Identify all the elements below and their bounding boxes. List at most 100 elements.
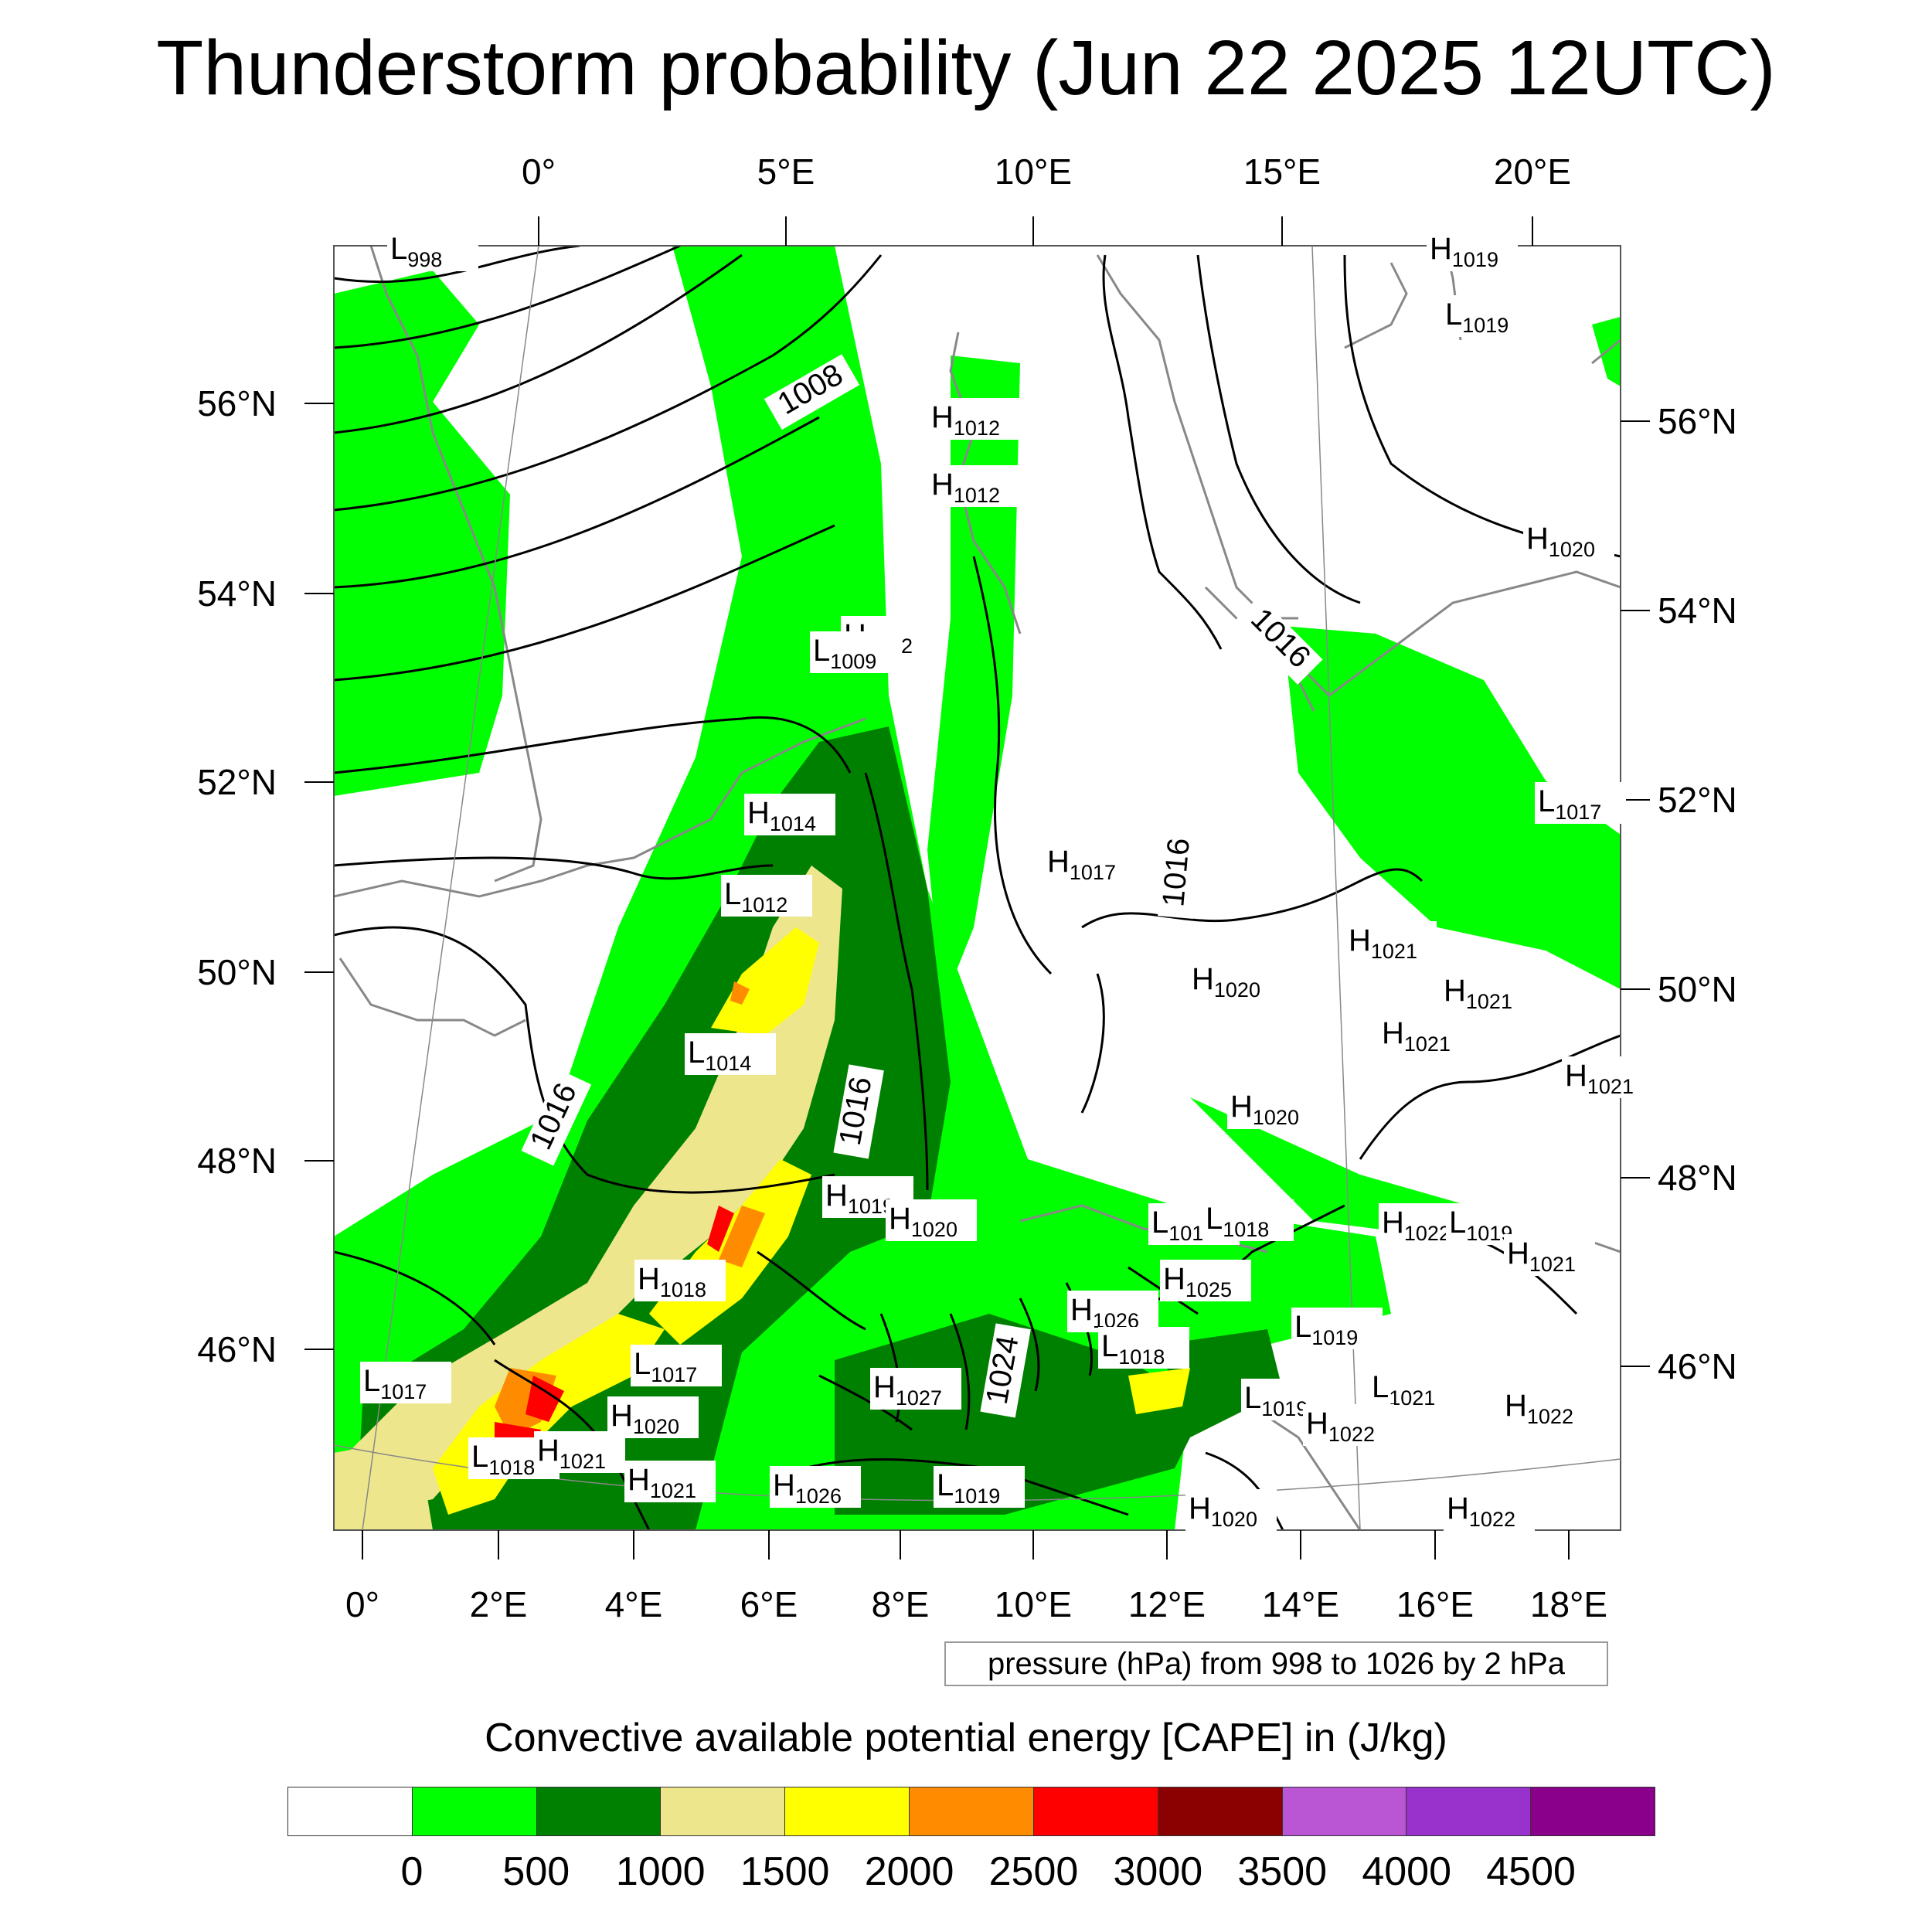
left-lat-labels: 56°N 54°N 52°N 50°N 48°N 46°N xyxy=(197,383,277,1369)
top-lon-labels: 0° 5°E 10°E 15°E 20°E xyxy=(522,151,1571,192)
colorbar-swatch xyxy=(411,1787,536,1835)
left-lat-label: 50°N xyxy=(197,952,277,992)
high-pressure-label: H1026 xyxy=(770,1466,861,1508)
top-lon-label: 10°E xyxy=(995,151,1072,192)
colorbar-labels: 0 500 1000 1500 2000 2500 3000 3500 4000 4500 xyxy=(0,1849,1932,1895)
top-lon-label: 5°E xyxy=(757,151,815,192)
colorbar-label: 4000 xyxy=(1362,1849,1452,1894)
cape-area-poland xyxy=(1283,626,1621,989)
right-lat-label: 52°N xyxy=(1658,780,1737,820)
high-pressure-label: H1014 xyxy=(744,794,835,835)
colorbar-label: 1500 xyxy=(740,1849,830,1894)
top-lon-label: 20°E xyxy=(1494,151,1571,192)
high-pressure-label: H1020 xyxy=(1227,1087,1318,1129)
bottom-lon-label: 10°E xyxy=(995,1584,1072,1624)
colorbar-swatch xyxy=(1281,1787,1406,1835)
right-lat-label: 50°N xyxy=(1658,969,1737,1009)
high-pressure-label: H1020 xyxy=(1523,519,1614,561)
high-pressure-label: H1012 xyxy=(928,465,1019,507)
map-frame xyxy=(333,245,1621,1531)
colorbar-label: 4500 xyxy=(1486,1849,1576,1894)
isobar-label: 1016 xyxy=(1156,837,1196,908)
low-pressure-label: L1017 xyxy=(1535,782,1626,824)
cape-area-yellow-4 xyxy=(1128,1368,1190,1414)
cape-area-jutland xyxy=(927,355,1020,1005)
colorbar-label: 2500 xyxy=(988,1849,1079,1894)
left-lat-label: 56°N xyxy=(197,383,277,423)
cape-area-red-1 xyxy=(526,1376,564,1422)
high-pressure-label: H1027 xyxy=(870,1368,961,1410)
low-pressure-label: L1014 xyxy=(685,1033,776,1075)
low-pressure-label: L998 xyxy=(387,230,478,271)
high-pressure-label: H1022 xyxy=(1303,1404,1394,1446)
right-lat-labels: 56°N 54°N 52°N 50°N 48°N 46°N xyxy=(1658,401,1737,1386)
low-pressure-label: L1019 xyxy=(1442,295,1533,337)
colorbar-swatch xyxy=(536,1787,661,1835)
colorbar-title: Convective available potential energy [C… xyxy=(485,1716,1447,1760)
left-lat-label: 52°N xyxy=(197,762,277,802)
pressure-note: pressure (hPa) from 998 to 1026 by 2 hPa xyxy=(944,1641,1608,1686)
map-title: Thunderstorm probability (Jun 22 2025 12… xyxy=(156,25,1776,111)
top-lon-label: 0° xyxy=(522,151,556,192)
high-pressure-label: H1012 xyxy=(928,398,1019,440)
right-lat-label: 54°N xyxy=(1658,590,1737,631)
colorbar-swatch xyxy=(288,1787,412,1835)
bottom-lon-label: 12°E xyxy=(1128,1584,1206,1624)
colorbar-swatch xyxy=(660,1787,785,1835)
high-pressure-label: H1017 xyxy=(1044,842,1135,884)
colorbar-swatch xyxy=(784,1787,910,1835)
colorbar-label: 3500 xyxy=(1237,1849,1328,1894)
cape-area-east-alps-green xyxy=(1159,1329,1283,1437)
high-pressure-label: H1020 xyxy=(1189,960,1280,1002)
low-pressure-label: L1021 xyxy=(1369,1368,1460,1410)
low-pressure-label: L1018 xyxy=(1098,1327,1189,1369)
colorbar-swatch xyxy=(1530,1787,1655,1835)
high-pressure-label: H1021 xyxy=(1504,1234,1595,1276)
cape-area-danube xyxy=(1190,1097,1468,1236)
bottom-lon-label: 14°E xyxy=(1262,1584,1339,1624)
high-pressure-label: H1021 xyxy=(1440,971,1532,1013)
low-pressure-label: L1012 xyxy=(721,875,812,917)
cape-area-yellow-1 xyxy=(711,927,819,1036)
colorbar-label: 2000 xyxy=(864,1849,954,1894)
high-pressure-label: H1022 xyxy=(1502,1386,1593,1428)
bottom-lon-label: 16°E xyxy=(1396,1584,1474,1624)
bottom-lon-label: 8°E xyxy=(872,1584,930,1624)
high-pressure-label: H1021 xyxy=(1379,1014,1470,1056)
right-lat-label: 48°N xyxy=(1658,1158,1737,1198)
colorbar-swatch xyxy=(1157,1787,1282,1835)
right-lat-label: 46°N xyxy=(1658,1346,1737,1386)
high-pressure-label: H1025 xyxy=(1160,1260,1251,1301)
colorbar-swatch xyxy=(1032,1787,1158,1835)
low-pressure-label: L1017 xyxy=(631,1345,722,1386)
low-pressure-label: L1019 xyxy=(1446,1203,1537,1245)
bottom-lon-label: 18°E xyxy=(1530,1584,1607,1624)
pressure-center-text: H1020 xyxy=(1526,522,1595,561)
cape-area-khaki-south xyxy=(334,1437,433,1530)
cape-area-orange-2 xyxy=(730,981,750,1005)
left-lat-label: 46°N xyxy=(197,1329,277,1369)
colorbar-label: 1000 xyxy=(615,1849,706,1894)
high-pressure-label: H1022 xyxy=(1444,1489,1535,1531)
bottom-lon-label: 2°E xyxy=(470,1584,528,1624)
pressure-center-text: L1019 xyxy=(1294,1310,1358,1349)
high-pressure-label: H1019 xyxy=(1427,230,1518,271)
low-pressure-label: L1009 xyxy=(810,631,901,673)
pressure-center-text: H1019 xyxy=(825,1179,894,1218)
bottom-lon-label: 4°E xyxy=(605,1584,663,1624)
colorbar-swatch xyxy=(1406,1787,1531,1835)
left-lat-label: 48°N xyxy=(197,1141,277,1181)
high-pressure-label: H1020 xyxy=(1185,1489,1277,1531)
pressure-center-text: H1026 xyxy=(773,1468,842,1508)
high-pressure-label: H1020 xyxy=(607,1396,699,1438)
high-pressure-label: H1020 xyxy=(886,1199,977,1241)
pressure-center-text: L1019 xyxy=(1445,298,1509,337)
colorbar-label: 3000 xyxy=(1113,1849,1203,1894)
colorbar-swatch xyxy=(909,1787,1033,1835)
cape-area-orange-1 xyxy=(719,1206,765,1267)
cape-area-khaki xyxy=(348,866,842,1515)
high-pressure-label: H1021 xyxy=(624,1461,716,1502)
low-pressure-label: L1017 xyxy=(360,1362,451,1403)
colorbar-label: 0 xyxy=(400,1849,423,1894)
